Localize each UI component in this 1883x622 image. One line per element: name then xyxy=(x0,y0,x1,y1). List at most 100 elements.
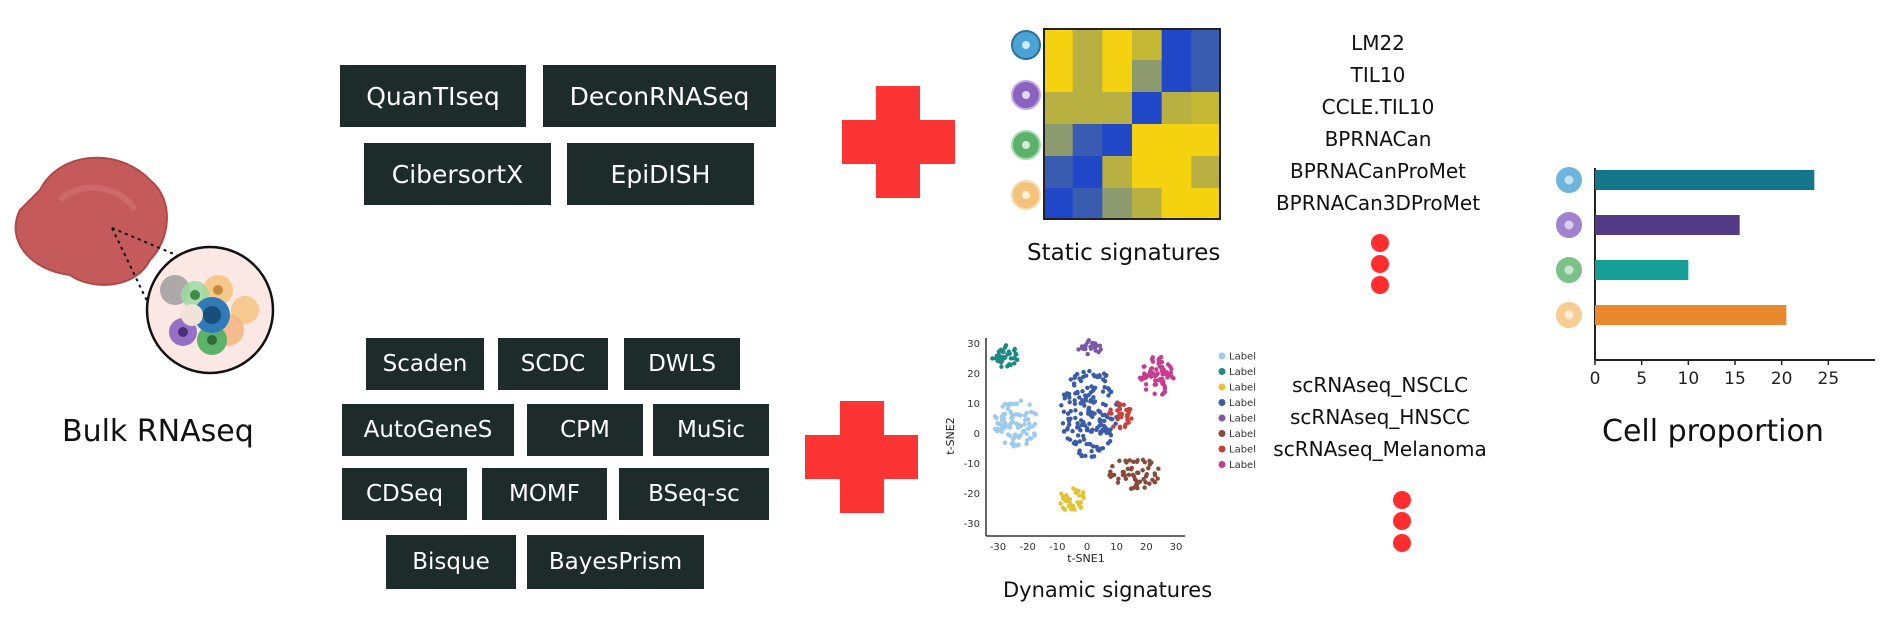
tsne-point xyxy=(1077,493,1082,498)
tsne-point xyxy=(1007,433,1013,439)
tsne-point xyxy=(1072,398,1077,403)
tsne-point xyxy=(1087,368,1092,374)
tool-scdc: SCDC xyxy=(498,338,608,390)
chart-x-tick-label: 20 xyxy=(1771,369,1793,389)
tsne-point xyxy=(1089,448,1094,454)
tsne-point xyxy=(1077,439,1083,444)
tsne-point xyxy=(1082,423,1087,428)
tsne-point xyxy=(1001,349,1006,354)
tsne-legend-marker xyxy=(1218,461,1226,468)
tsne-point xyxy=(1146,466,1151,471)
tsne-point xyxy=(1168,370,1174,376)
heatmap-cell xyxy=(1161,28,1192,61)
tsne-point xyxy=(1005,406,1011,411)
tsne-point xyxy=(1014,421,1019,426)
tsne-point xyxy=(1091,454,1097,459)
tsne-point xyxy=(1094,444,1099,450)
tsne-point xyxy=(1094,374,1100,380)
tsne-point xyxy=(1064,495,1070,500)
tsne-legend-marker xyxy=(1218,414,1226,422)
tsne-point xyxy=(1080,398,1085,403)
tsne-point xyxy=(1169,366,1174,372)
heatmap-cell xyxy=(1132,188,1163,220)
tsne-point xyxy=(1123,476,1129,482)
tsne-point xyxy=(1097,343,1103,349)
chart-x-tick-label: 10 xyxy=(1678,369,1700,389)
static-signature-1: TIL10 xyxy=(1350,63,1406,87)
tsne-point xyxy=(1066,503,1072,509)
tsne-point xyxy=(1072,375,1077,381)
tsne-legend-label: Label xyxy=(1229,352,1256,363)
tsne-point xyxy=(1109,417,1115,422)
tsne-point xyxy=(1075,489,1080,494)
tsne-xtick-label: 20 xyxy=(1140,542,1153,553)
heatmap-cell xyxy=(1191,60,1221,93)
tsne-point xyxy=(1068,377,1073,382)
tsne-point xyxy=(1068,409,1073,414)
tsne-legend-label: Label xyxy=(1229,445,1256,456)
tsne-legend-label: Label xyxy=(1229,383,1256,394)
static-signature-4: BPRNACanProMet xyxy=(1290,159,1466,183)
tsne-point xyxy=(1081,369,1086,375)
chart-bar xyxy=(1595,305,1787,325)
static-signature-2: CCLE.TIL10 xyxy=(1321,95,1435,119)
tsne-point xyxy=(1076,450,1082,456)
tsne-point xyxy=(1007,425,1013,430)
heatmap-border xyxy=(1043,28,1221,220)
tsne-point xyxy=(1154,367,1159,372)
chart-bar xyxy=(1595,260,1689,280)
tsne-point xyxy=(1078,411,1084,416)
tsne-point xyxy=(1072,401,1078,406)
tsne-point xyxy=(999,422,1005,428)
tsne-point xyxy=(1079,422,1084,428)
tsne-point xyxy=(1026,421,1032,426)
tsne-point xyxy=(1058,501,1063,506)
tsne-point xyxy=(1018,398,1024,403)
tsne-ylabel: t-SNE2 xyxy=(944,417,957,454)
heatmap-cell xyxy=(1161,124,1192,157)
heatmap-cell xyxy=(1072,124,1103,157)
tsne-point xyxy=(1085,385,1090,391)
tsne-point xyxy=(1008,356,1014,361)
tsne-legend-label: Label xyxy=(1229,414,1256,425)
tsne-point xyxy=(1003,422,1008,428)
tsne-point xyxy=(1149,366,1155,371)
tsne-point xyxy=(990,356,995,361)
tsne-point xyxy=(1087,421,1092,426)
tool-music: MuSic xyxy=(653,404,769,456)
tsne-point xyxy=(1108,389,1114,394)
tsne-point xyxy=(1091,341,1096,346)
heatmap-cell xyxy=(1161,92,1192,125)
tsne-point xyxy=(1005,352,1010,357)
heatmap-cell xyxy=(1102,156,1133,189)
tsne-point xyxy=(1073,415,1078,421)
tsne-point xyxy=(1000,358,1005,363)
tsne-point xyxy=(1081,437,1087,442)
tsne-point xyxy=(1126,406,1132,412)
tool-deconrnaseq: DeconRNASeq xyxy=(543,65,776,127)
tsne-point xyxy=(1115,480,1121,485)
static-signature-5: BPRNACan3DProMet xyxy=(1275,191,1481,215)
tsne-point xyxy=(1066,393,1072,399)
tsne-point xyxy=(1171,376,1176,381)
cell-blue-icon xyxy=(1011,30,1041,60)
tsne-point xyxy=(1013,401,1018,406)
tsne-point xyxy=(1088,344,1093,349)
tsne-point xyxy=(1027,402,1032,407)
tissue-blob-icon xyxy=(14,156,168,286)
tsne-scatter-plot: -30 -20 -10 0 10 20 30 30 20 10 0 -10 -20 -30 Label La… xyxy=(944,338,1256,565)
tsne-point xyxy=(996,352,1002,357)
tsne-point xyxy=(1066,416,1071,422)
tsne-point xyxy=(1156,466,1161,471)
cell-cluster-icon xyxy=(160,275,259,355)
tsne-point xyxy=(1079,344,1085,349)
static-signature-3: BPRNACan xyxy=(1324,127,1432,151)
tsne-point xyxy=(1025,426,1031,431)
tsne-point xyxy=(1160,365,1165,370)
heatmap-cell xyxy=(1102,28,1133,61)
dynamic-signatures-caption: Dynamic signatures xyxy=(1003,578,1213,602)
tool-scaden: Scaden xyxy=(366,338,484,390)
tsne-point xyxy=(1081,495,1086,500)
tsne-point xyxy=(1108,427,1113,432)
tsne-point xyxy=(1084,441,1089,447)
